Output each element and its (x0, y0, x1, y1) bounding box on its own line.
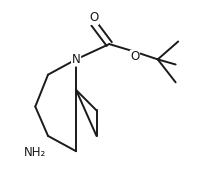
Text: O: O (89, 11, 98, 24)
Text: O: O (130, 50, 139, 63)
Text: N: N (72, 53, 81, 66)
Text: NH₂: NH₂ (24, 146, 46, 159)
